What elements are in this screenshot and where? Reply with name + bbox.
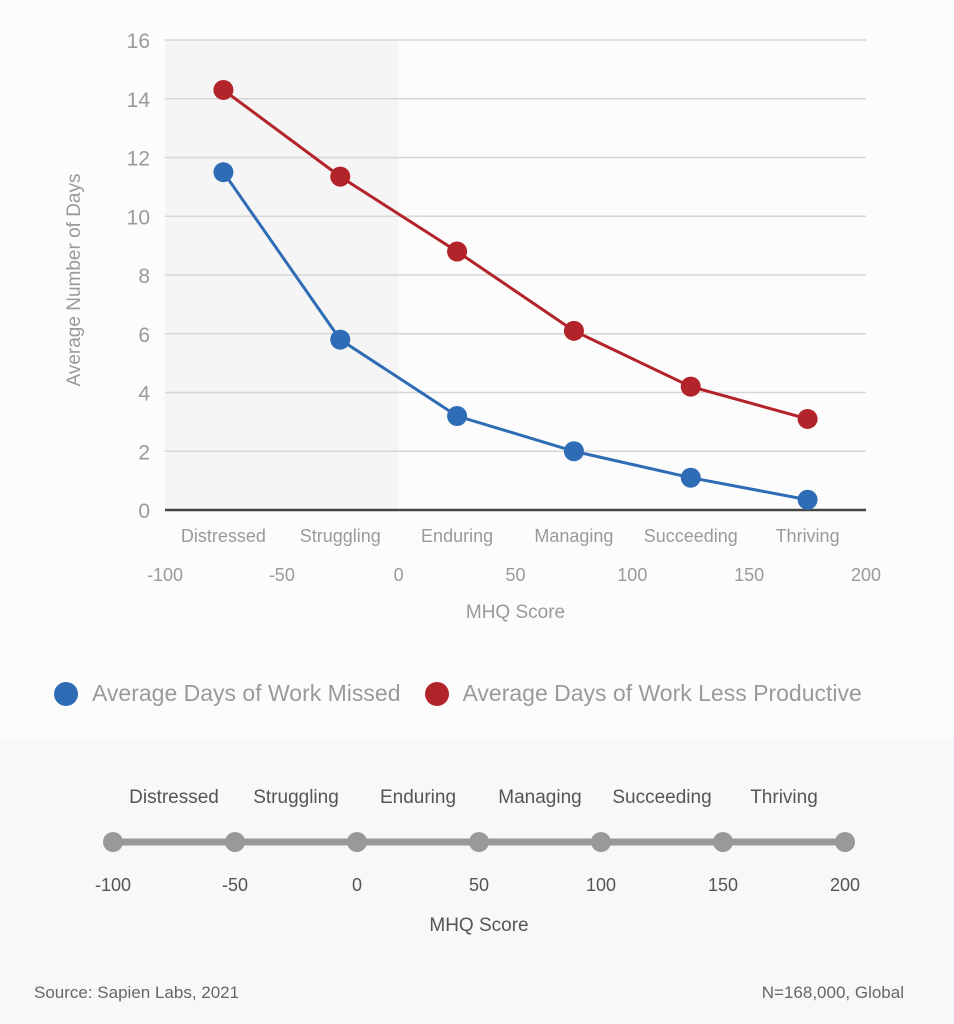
scale-tick-label: 0 [352,875,362,895]
line-chart: 0 2 4 6 8 10 12 14 16 Average Number of Days Distr… [64,30,881,623]
data-point [563,441,584,462]
x-tick-label: 0 [394,565,404,585]
y-tick-label: 8 [138,265,150,288]
sample-note: N=168,000, Global [761,983,904,1002]
scale-tick-label: 200 [830,875,860,895]
x-tick-label: 200 [851,565,881,585]
data-point [680,467,701,488]
category-label: Thriving [776,526,840,546]
legend-red-dot-icon [424,681,449,706]
x-axis-title: MHQ Score [466,602,565,623]
legend: Average Days of Work Missed Average Days… [54,680,886,707]
scale-node [713,832,733,852]
legend-label: Average Days of Work Missed [92,680,401,706]
x-tick-label: 150 [734,565,764,585]
scale-category-label: Succeeding [612,787,711,808]
mhq-scale-panel: -100 -50 0 50 100 150 200 Distressed Struggling E… [0,740,954,1024]
y-tick-label: 10 [127,206,150,229]
y-tick-label: 12 [127,148,150,171]
data-point [330,166,351,187]
scale-title: MHQ Score [429,915,528,936]
scale-node [225,832,245,852]
scale-category-label: Enduring [380,787,456,808]
scale-category-label: Distressed [129,787,219,808]
y-tick-label: 6 [138,324,150,347]
mhq-scale: -100 -50 0 50 100 150 200 Distressed Struggling E… [95,787,860,936]
legend-blue-dot-icon [54,681,78,706]
scale-node [469,832,489,852]
scale-node [835,832,855,852]
scale-category-label: Thriving [750,787,818,808]
data-point [797,408,818,429]
scale-category-label: Managing [498,787,581,808]
legend-item-missed: Average Days of Work Missed [54,680,401,707]
x-tick-label: -100 [147,565,183,585]
x-tick-label: 100 [617,565,647,585]
scale-node [591,832,611,852]
series-line-0 [222,171,808,502]
category-label: Managing [534,526,613,546]
scale-tick-label: 100 [586,875,616,895]
y-tick-label: 2 [138,441,150,464]
scale-node [103,832,123,852]
legend-label: Average Days of Work Less Productive [462,680,862,706]
chart-panel: 0 2 4 6 8 10 12 14 16 Average Number of Days Distr… [64,30,882,623]
data-point [680,376,701,397]
category-label: Enduring [421,526,493,546]
data-point [213,162,234,183]
source-note: Source: Sapien Labs, 2021 [34,983,240,1002]
scale-tick-label: 50 [469,875,489,895]
y-tick-label: 0 [138,500,150,523]
scale-category-label: Struggling [253,787,339,808]
category-label: Struggling [300,526,381,546]
series-line-1 [222,88,808,421]
data-point [330,329,351,350]
legend-item-less-productive: Average Days of Work Less Productive [424,680,862,707]
y-axis-title: Average Number of Days [64,174,85,387]
y-tick-label: 16 [127,30,150,53]
data-point [447,241,468,262]
scale-tick-label: 150 [708,875,738,895]
category-label: Distressed [181,526,266,546]
data-point [213,79,234,100]
y-tick-label: 4 [138,383,150,406]
data-point [797,489,818,510]
scale-tick-label: -100 [95,875,131,895]
category-label: Succeeding [644,526,738,546]
x-tick-label: 50 [505,565,525,585]
data-point [447,406,468,426]
scale-tick-label: -50 [222,875,248,895]
y-tick-label: 14 [127,89,151,112]
scale-node [347,832,367,852]
data-point [563,320,584,341]
x-tick-label: -50 [269,565,295,585]
